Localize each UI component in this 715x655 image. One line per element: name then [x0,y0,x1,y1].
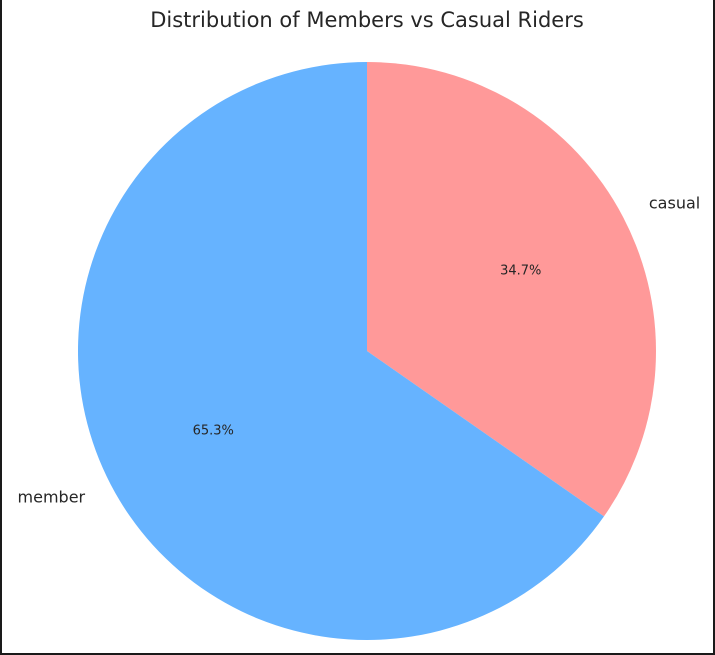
pie-slice-casual [367,62,657,517]
pie-slice-member [78,62,604,640]
percent-label-casual: 34.7% [500,263,541,278]
chart-title: Distribution of Members vs Casual Riders [150,8,584,32]
category-label-casual: casual [649,194,700,213]
pie-slices [78,62,657,640]
category-label-member: member [18,487,86,506]
percent-label-member: 65.3% [193,424,234,439]
pie-labels: casual 34.7% member 65.3% [18,194,701,507]
